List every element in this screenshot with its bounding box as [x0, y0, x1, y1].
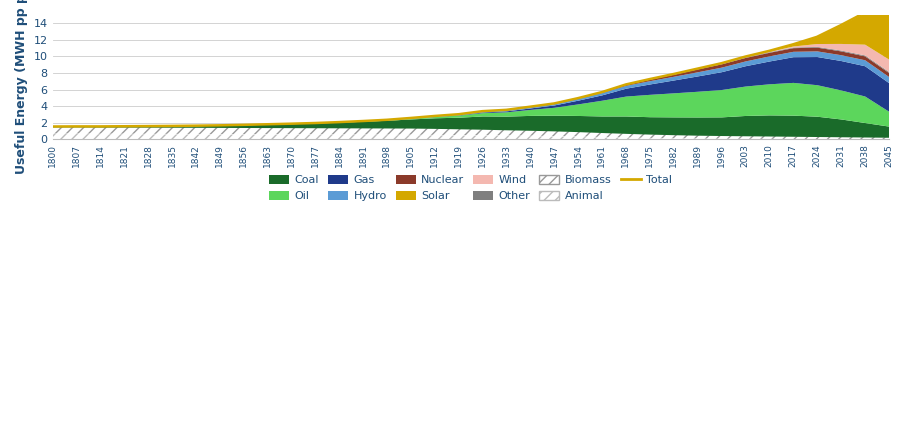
Y-axis label: Useful Energy (MWH pp pa): Useful Energy (MWH pp pa) — [15, 0, 28, 174]
Legend: Coal, Oil, Gas, Hydro, Nuclear, Solar, Wind, Other, Biomass, Animal, Total: Coal, Oil, Gas, Hydro, Nuclear, Solar, W… — [264, 171, 676, 206]
